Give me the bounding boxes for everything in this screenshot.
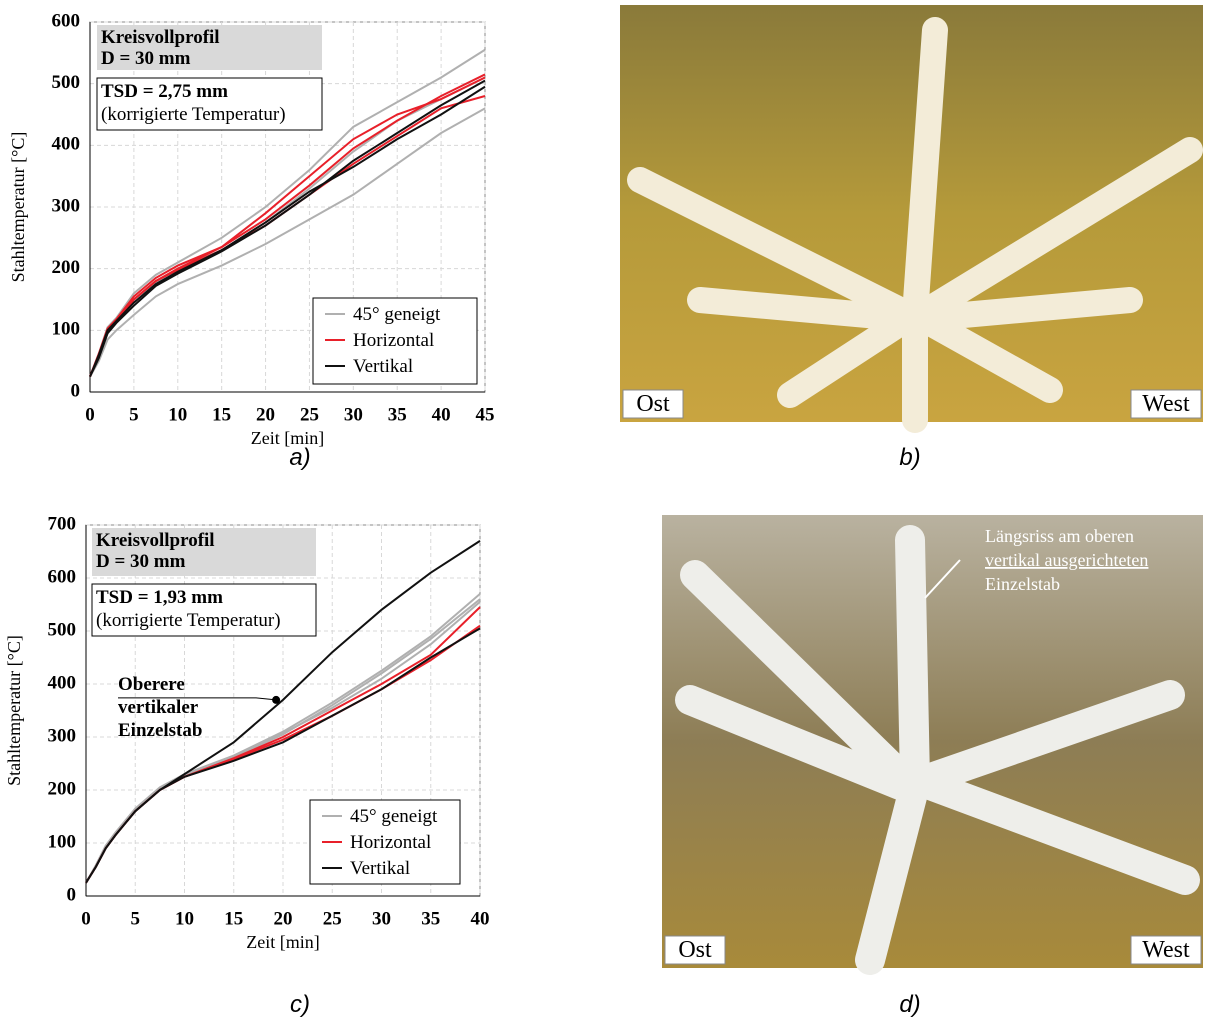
legend-label: 45° geneigt	[350, 806, 438, 827]
caption: a)	[289, 444, 310, 471]
x-tick-label: 0	[85, 404, 95, 425]
y-tick-label: 0	[67, 884, 77, 905]
x-tick-label: 35	[421, 908, 440, 929]
data-line	[89, 85, 486, 377]
x-tick-label: 30	[344, 404, 363, 425]
annotation-text: D = 30 mm	[101, 48, 191, 69]
y-tick-label: 200	[48, 778, 77, 799]
annotation-box	[91, 583, 317, 637]
y-axis-label: Stahltemperatur [°C]	[8, 132, 28, 283]
legend-label: Horizontal	[353, 330, 434, 351]
annotation-text: TSD = 2,75 mm	[101, 81, 228, 102]
annotation-text: Oberere	[118, 674, 185, 695]
y-tick-label: 700	[48, 513, 77, 534]
annotation-text: vertikaler	[118, 697, 199, 718]
caption: c)	[290, 991, 310, 1018]
data-line	[85, 627, 481, 884]
y-tick-label: 500	[48, 619, 77, 640]
x-tick-label: 25	[323, 908, 342, 929]
caption: b)	[899, 444, 920, 471]
annotation-text: Kreisvollprofil	[96, 530, 215, 551]
photo-annotation: vertikal ausgerichteten	[985, 550, 1148, 570]
annotation-box	[92, 528, 316, 576]
x-tick-label: 10	[175, 908, 194, 929]
photo-b	[620, 5, 1203, 433]
photo-label: West	[1142, 391, 1190, 417]
x-axis-label: Zeit [min]	[246, 932, 319, 952]
legend-label: 45° geneigt	[353, 304, 441, 325]
photo-annotation: Längsriss am oberen	[985, 526, 1134, 546]
y-axis-label: Stahltemperatur [°C]	[4, 635, 24, 786]
annotation-text: Kreisvollprofil	[101, 27, 220, 48]
photo-label: Ost	[636, 391, 670, 417]
y-tick-label: 600	[48, 566, 77, 587]
label-box	[664, 935, 726, 965]
data-line	[89, 107, 486, 378]
y-tick-label: 100	[52, 319, 81, 340]
x-tick-label: 30	[372, 908, 391, 929]
y-tick-label: 500	[52, 72, 81, 93]
y-tick-label: 0	[71, 380, 81, 401]
data-line	[89, 79, 486, 378]
annotation-leader	[118, 697, 277, 701]
legend-label: Vertikal	[353, 356, 413, 377]
annotation-point	[272, 695, 281, 704]
x-tick-label: 40	[432, 404, 451, 425]
x-tick-label: 15	[224, 908, 243, 929]
photo-label: Ost	[678, 937, 712, 963]
y-tick-label: 600	[52, 10, 81, 31]
y-tick-label: 300	[52, 195, 81, 216]
annotation-box	[97, 25, 322, 70]
legend-label: Horizontal	[350, 832, 431, 853]
photo-d	[662, 515, 1203, 975]
label-box	[1130, 389, 1202, 419]
x-tick-label: 5	[129, 404, 139, 425]
x-tick-label: 20	[256, 404, 275, 425]
y-tick-label: 400	[48, 672, 77, 693]
x-axis-label: Zeit [min]	[251, 428, 324, 448]
x-tick-label: 45	[476, 404, 495, 425]
legend-label: Vertikal	[350, 858, 410, 879]
annotation-box	[96, 77, 323, 131]
x-tick-label: 35	[388, 404, 407, 425]
x-tick-label: 10	[168, 404, 187, 425]
y-tick-label: 100	[48, 831, 77, 852]
annotation-text: (korrigierte Temperatur)	[101, 104, 286, 125]
x-tick-label: 0	[81, 908, 91, 929]
label-box	[1130, 935, 1202, 965]
y-tick-label: 400	[52, 134, 81, 155]
annotation-text: (korrigierte Temperatur)	[96, 610, 281, 631]
caption: d)	[899, 991, 920, 1018]
y-tick-label: 300	[48, 725, 77, 746]
annotation-text: TSD = 1,93 mm	[96, 587, 223, 608]
annotation-text: D = 30 mm	[96, 551, 186, 572]
data-line	[89, 73, 486, 377]
label-box	[622, 389, 684, 419]
photo-annotation: Einzelstab	[985, 574, 1060, 594]
photo-label: West	[1142, 937, 1190, 963]
y-tick-label: 200	[52, 257, 81, 278]
x-tick-label: 5	[131, 908, 141, 929]
x-tick-label: 40	[471, 908, 490, 929]
x-tick-label: 15	[212, 404, 231, 425]
x-tick-label: 25	[300, 404, 319, 425]
x-tick-label: 20	[274, 908, 293, 929]
annotation-text: Einzelstab	[118, 720, 202, 741]
